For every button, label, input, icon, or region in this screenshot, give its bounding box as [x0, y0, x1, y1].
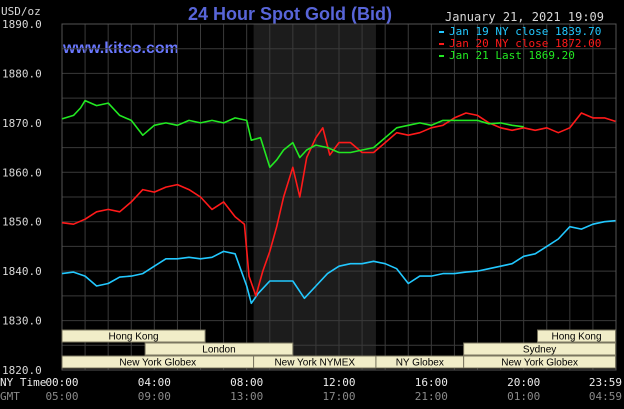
grid-lines	[61, 23, 617, 371]
legend-entry-jan20: Jan 20 NY close 1872.00	[449, 37, 601, 50]
x-tick-label-gmt: 13:00	[230, 390, 263, 403]
x-tick-label-ny: 23:59	[589, 376, 622, 389]
session-bar	[144, 342, 294, 356]
x-tick-label-gmt: 04:59	[589, 390, 622, 403]
session-label: Hong Kong	[552, 332, 602, 343]
legend-swatch-jan20	[439, 43, 444, 45]
chart-title: 24 Hour Spot Gold (Bid)	[188, 4, 392, 24]
plot-frame	[61, 23, 617, 371]
session-label: New York NYMEX	[274, 358, 355, 369]
x-tick-label-gmt: 17:00	[322, 390, 355, 403]
legend-entry-jan21: Jan 21 Last 1869.20	[449, 49, 575, 62]
legend-swatch-jan19	[439, 31, 444, 33]
chart-timestamp: January 21, 2021 19:09	[445, 10, 604, 24]
x-tick-label-ny: 04:00	[138, 376, 171, 389]
series-lines	[61, 99, 616, 305]
x-tick-label-gmt: 05:00	[45, 390, 78, 403]
y-tick-label: 1880.0	[2, 67, 42, 80]
y-tick-label: 1860.0	[2, 166, 42, 179]
session-label: New York Globex	[119, 358, 196, 369]
session-bar	[463, 355, 617, 369]
x-tick-label-ny: 20:00	[507, 376, 540, 389]
session-label: Sydney	[523, 345, 556, 356]
session-label: NY Globex	[396, 358, 444, 369]
session-bar	[61, 329, 206, 343]
session-bar	[537, 329, 617, 343]
y-tick-label: 1830.0	[2, 315, 42, 328]
y-axis-unit: USD/oz	[1, 5, 41, 18]
x-tick-label-gmt: 01:00	[507, 390, 540, 403]
x-tick-label-ny: 00:00	[45, 376, 78, 389]
session-label: London	[202, 345, 235, 356]
x-row-label-ny: NY Time	[0, 376, 46, 389]
series-line-jan19	[61, 219, 616, 305]
session-label: Hong Kong	[109, 332, 159, 343]
market-sessions: Hong Kong Hong Kong London Sydney New York G…	[61, 329, 617, 369]
y-tick-label: 1820.0	[2, 364, 42, 377]
x-tick-label-ny: 08:00	[230, 376, 263, 389]
x-tick-label-gmt: 09:00	[138, 390, 171, 403]
y-tick-label: 1850.0	[2, 216, 42, 229]
legend-swatch-jan21	[439, 55, 444, 57]
x-tick-label-gmt: 21:00	[415, 390, 448, 403]
y-tick-label: 1890.0	[2, 18, 42, 31]
series-line-jan20	[61, 112, 616, 297]
x-tick-label-ny: 12:00	[322, 376, 355, 389]
session-bar	[463, 342, 617, 356]
y-axis-ticks: 1820.0 1830.0 1840.0 1850.0 1860.0 1870.0 1880…	[2, 18, 42, 377]
y-tick-label: 1840.0	[2, 265, 42, 278]
series-line-jan21	[61, 99, 524, 169]
legend-entry-jan19: Jan 19 NY close 1839.70	[449, 25, 601, 38]
session-label: New York Globex	[501, 358, 578, 369]
x-tick-label-ny: 16:00	[415, 376, 448, 389]
y-tick-label: 1870.0	[2, 117, 42, 130]
x-row-label-gmt: GMT	[0, 390, 20, 403]
